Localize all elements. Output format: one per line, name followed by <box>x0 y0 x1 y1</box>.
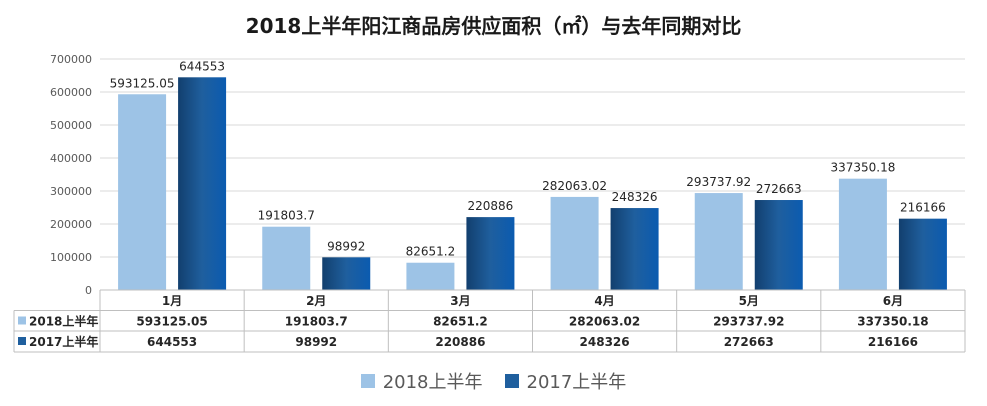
legend-item: 2018上半年 <box>360 368 483 394</box>
bar-2017上半年-6月 <box>898 218 947 290</box>
category-label: 3月 <box>450 294 470 308</box>
legend-item: 2017上半年 <box>504 368 627 394</box>
bar-2018上半年-4月 <box>550 196 599 290</box>
bar-2018上半年-3月 <box>406 262 455 290</box>
bar-2017上半年-4月 <box>610 208 659 290</box>
category-label: 2月 <box>306 294 326 308</box>
chart-title: 2018上半年阳江商品房供应面积（㎡）与去年同期对比 <box>245 14 742 38</box>
table-cell: 216166 <box>868 335 918 349</box>
data-label: 220886 <box>468 199 514 213</box>
table-cell: 282063.02 <box>569 315 640 329</box>
data-label: 282063.02 <box>542 179 607 193</box>
data-label: 216166 <box>900 201 946 215</box>
data-label: 644553 <box>179 59 225 73</box>
y-tick-label: 500000 <box>50 119 92 132</box>
legend-swatch <box>360 374 375 388</box>
y-tick-label: 400000 <box>50 152 92 165</box>
table-cell: 293737.92 <box>713 315 784 329</box>
legend: 2018上半年 2017上半年 <box>0 368 987 394</box>
table-cell: 593125.05 <box>136 315 207 329</box>
data-label: 98992 <box>327 239 365 253</box>
table-cell: 248326 <box>580 335 630 349</box>
data-label: 248326 <box>612 190 658 204</box>
table-key-swatch <box>18 316 26 325</box>
table-series-name: 2017上半年 <box>29 334 98 349</box>
bar-2018上半年-6月 <box>838 178 887 290</box>
table-cell: 220886 <box>435 335 485 349</box>
bar-2017上半年-3月 <box>466 217 515 290</box>
table-cell: 337350.18 <box>857 315 928 329</box>
y-tick-label: 600000 <box>50 86 92 99</box>
table-cell: 98992 <box>295 335 337 349</box>
table-cell: 644553 <box>147 335 197 349</box>
bar-2017上半年-2月 <box>322 257 371 290</box>
y-tick-label: 0 <box>85 284 92 297</box>
data-label: 82651.2 <box>406 245 456 259</box>
y-tick-label: 300000 <box>50 185 92 198</box>
y-tick-label: 100000 <box>50 251 92 264</box>
bar-2017上半年-5月 <box>754 200 803 290</box>
table-series-name: 2018上半年 <box>29 314 98 329</box>
y-tick-label: 200000 <box>50 218 92 231</box>
bar-2018上半年-1月 <box>118 94 167 290</box>
legend-label: 2017上半年 <box>526 372 627 393</box>
table-cell: 191803.7 <box>285 315 348 329</box>
bar-2018上半年-2月 <box>262 226 311 290</box>
data-label: 337350.18 <box>830 161 895 175</box>
table-key-swatch <box>18 337 26 345</box>
table-cell: 272663 <box>724 335 774 349</box>
y-tick-label: 700000 <box>50 53 92 66</box>
legend-swatch <box>504 374 519 388</box>
category-label: 1月 <box>162 294 182 308</box>
data-label: 191803.7 <box>258 209 315 223</box>
legend-label: 2018上半年 <box>382 372 483 393</box>
data-label: 272663 <box>756 182 802 196</box>
table-cell: 82651.2 <box>433 315 488 329</box>
category-label: 5月 <box>739 294 759 308</box>
category-label: 4月 <box>594 294 614 308</box>
data-label: 293737.92 <box>686 175 751 189</box>
data-label: 593125.05 <box>110 76 175 90</box>
bar-2018上半年-5月 <box>694 193 743 290</box>
category-label: 6月 <box>883 294 903 308</box>
bar-2017上半年-1月 <box>178 77 227 290</box>
